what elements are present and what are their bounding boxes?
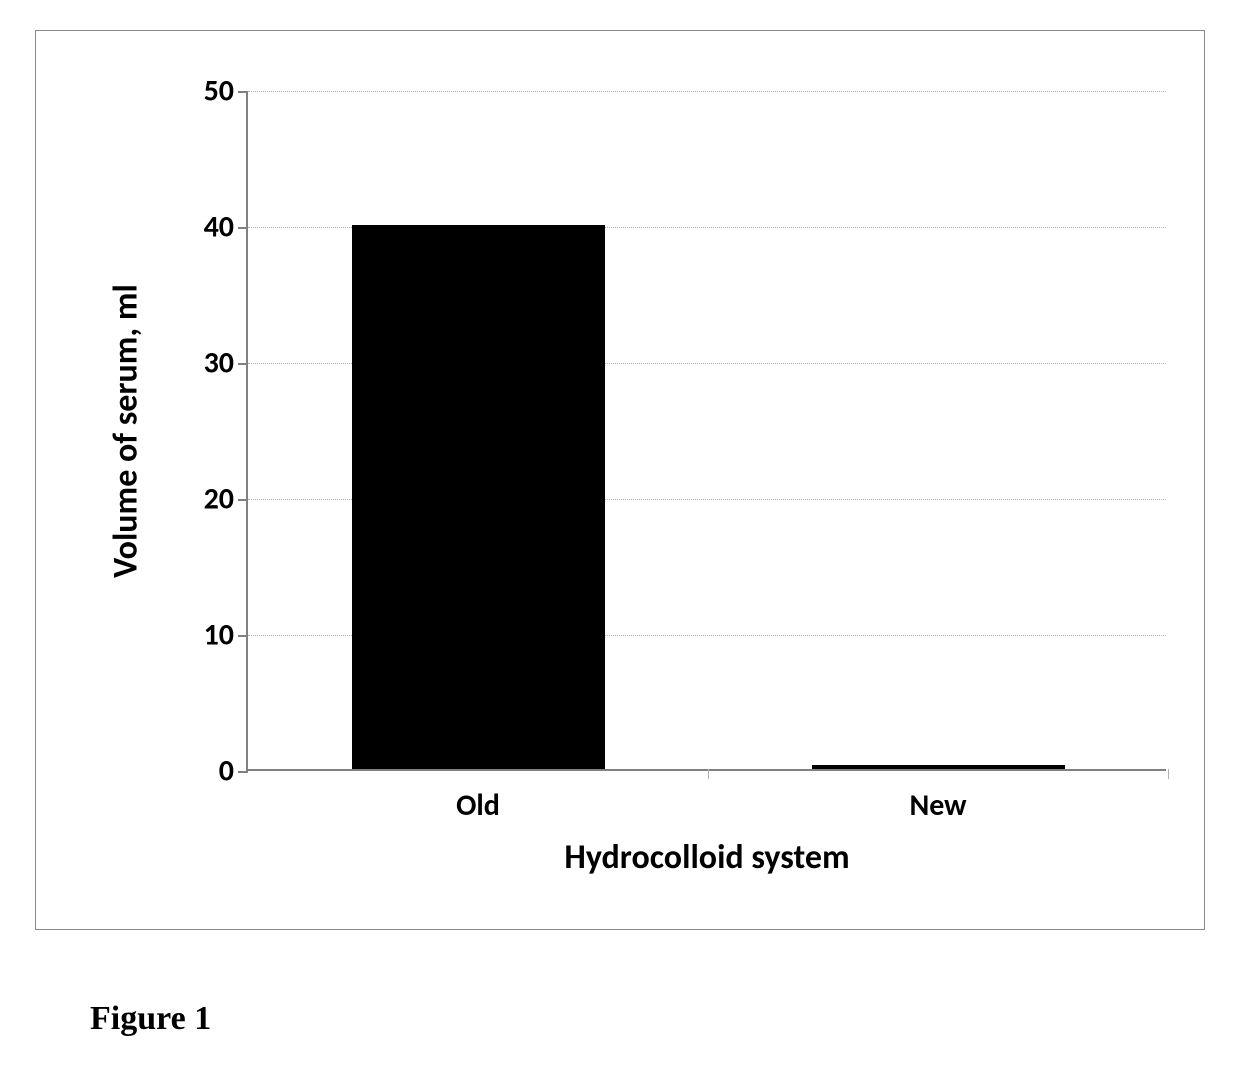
chart-frame: Volume of serum, ml Hydrocolloid system … (35, 30, 1205, 930)
y-tick-mark (238, 771, 248, 773)
y-tick-label: 0 (219, 753, 234, 790)
y-tick-mark (238, 363, 248, 365)
y-tick-mark (238, 227, 248, 229)
bar (352, 225, 605, 769)
x-tick-mark (1168, 769, 1169, 779)
x-tick-mark (708, 769, 709, 779)
y-tick-mark (238, 91, 248, 93)
y-tick-label: 10 (204, 617, 234, 654)
x-category-label: Old (456, 787, 500, 824)
figure-caption: Figure 1 (90, 1000, 1205, 1038)
y-axis-title: Volume of serum, ml (106, 284, 147, 578)
x-category-label: New (909, 787, 966, 824)
y-tick-label: 40 (204, 209, 234, 246)
y-tick-label: 30 (204, 345, 234, 382)
gridline (248, 91, 1166, 92)
bar (812, 765, 1065, 769)
y-tick-mark (238, 499, 248, 501)
x-axis-title: Hydrocolloid system (564, 837, 849, 878)
y-tick-mark (238, 635, 248, 637)
y-tick-label: 50 (204, 73, 234, 110)
y-tick-label: 20 (204, 481, 234, 518)
plot-area: Hydrocolloid system 01020304050OldNew (246, 91, 1166, 771)
